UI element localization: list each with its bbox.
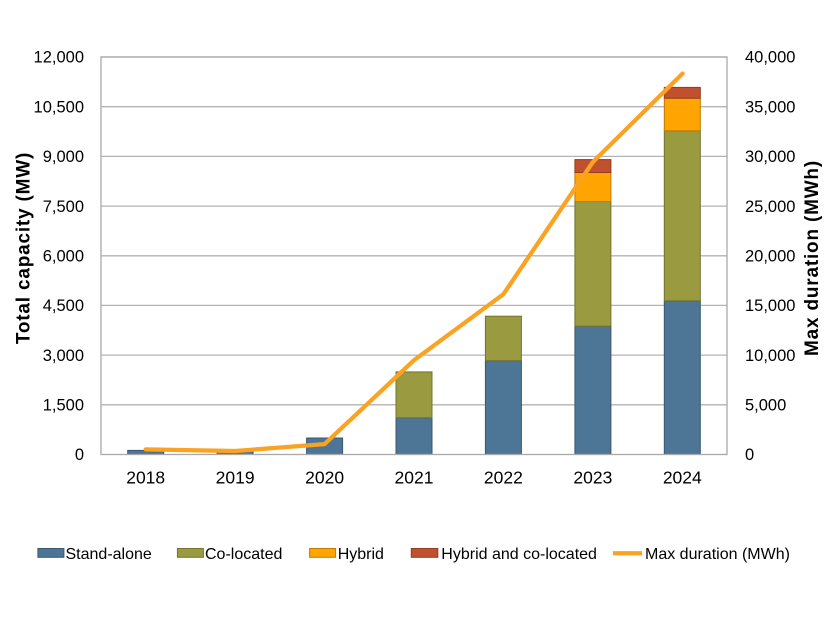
svg-text:20,000: 20,000 [745, 248, 795, 266]
svg-text:2022: 2022 [484, 468, 523, 488]
svg-text:Hybrid: Hybrid [338, 546, 384, 563]
svg-text:12,000: 12,000 [34, 49, 84, 67]
svg-text:2021: 2021 [395, 468, 434, 488]
svg-text:30,000: 30,000 [745, 148, 795, 166]
svg-text:6,000: 6,000 [43, 248, 84, 266]
svg-text:10,000: 10,000 [745, 347, 795, 365]
svg-text:Max duration (MWh): Max duration (MWh) [645, 546, 790, 563]
svg-text:7,500: 7,500 [43, 198, 84, 216]
svg-text:9,000: 9,000 [43, 148, 84, 166]
svg-text:10,500: 10,500 [34, 98, 84, 116]
svg-text:25,000: 25,000 [745, 198, 795, 216]
svg-text:2018: 2018 [126, 468, 165, 488]
svg-text:Stand-alone: Stand-alone [66, 546, 152, 563]
svg-text:2020: 2020 [305, 468, 344, 488]
svg-text:2024: 2024 [663, 468, 702, 488]
svg-text:0: 0 [745, 446, 754, 464]
svg-text:Total capacity (MW): Total capacity (MW) [14, 152, 35, 344]
svg-text:Max duration (MWh): Max duration (MWh) [802, 160, 823, 356]
svg-text:4,500: 4,500 [43, 297, 84, 315]
svg-text:0: 0 [75, 446, 84, 464]
svg-text:5,000: 5,000 [745, 397, 786, 415]
svg-text:Co-located: Co-located [205, 546, 282, 563]
svg-text:2019: 2019 [216, 468, 255, 488]
svg-text:15,000: 15,000 [745, 297, 795, 315]
svg-text:1,500: 1,500 [43, 397, 84, 415]
svg-text:Hybrid and co-located: Hybrid and co-located [441, 546, 597, 563]
svg-text:35,000: 35,000 [745, 98, 795, 116]
svg-text:2023: 2023 [573, 468, 612, 488]
svg-text:3,000: 3,000 [43, 347, 84, 365]
svg-text:40,000: 40,000 [745, 49, 795, 67]
